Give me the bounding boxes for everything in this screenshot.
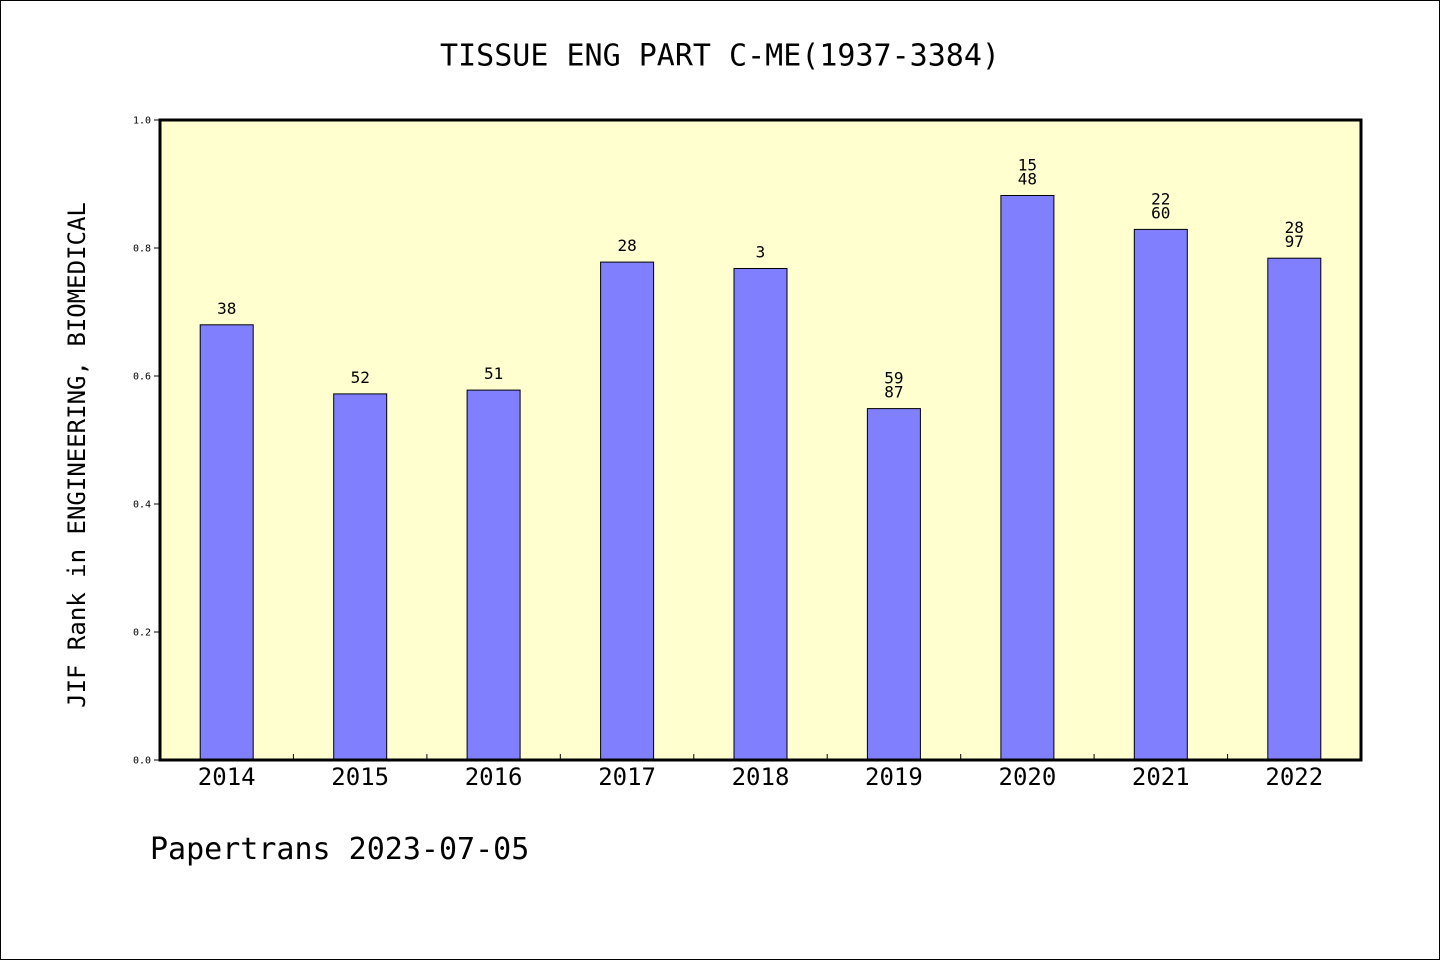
bar-2015 [333,393,388,761]
bar-value-label: 97 [1285,232,1304,251]
bar-value-label: 59 [884,369,903,388]
bars-group [199,195,1322,761]
x-tick-label: 2017 [598,763,656,791]
bar-value-label: 38 [217,299,236,318]
y-tick-label: 0.0 [133,756,151,767]
bar-value-label: 51 [484,364,503,383]
bar-value-label: 28 [617,236,636,255]
bar-2021 [1133,228,1188,761]
y-tick-label: 0.2 [133,628,151,639]
bar-2016 [466,389,521,761]
chart-title: TISSUE ENG PART C-ME(1937-3384) [440,39,1000,74]
bar-value-label: 3 [756,243,766,262]
plot-border [158,118,1363,762]
bar-value-label: 48 [1018,170,1037,189]
y-tick-label: 0.8 [133,244,151,255]
x-tick-label: 2021 [1132,763,1190,791]
x-tick-label: 2018 [732,763,790,791]
bar-2020 [1000,195,1055,761]
x-tick-label: 2014 [198,763,256,791]
x-axis: 2014 2015 2016 2017 2018 2019 2020 2021 2022 [198,754,1323,791]
bar-value-label: 87 [884,383,903,402]
y-axis-label: JIF Rank in ENGINEERING, BIOMEDICAL [63,202,91,708]
bar-value-label: 15 [1018,156,1037,175]
bar-value-label: 60 [1151,203,1170,222]
y-tick-label: 0.6 [133,372,151,383]
bar-2014 [199,324,254,761]
y-tick-label: 1.0 [133,116,151,127]
x-tick-label: 2020 [999,763,1057,791]
y-tick-label: 0.4 [133,500,151,511]
x-tick-label: 2016 [465,763,523,791]
x-tick-label: 2015 [331,763,389,791]
x-tick-label: 2022 [1265,763,1323,791]
bar-value-label: 28 [1285,218,1304,237]
bar-2022 [1267,257,1322,761]
x-tick-label: 2019 [865,763,923,791]
bar-2017 [600,261,655,761]
bar-2018 [733,268,788,761]
bar-2019 [866,408,921,761]
bar-value-label: 52 [351,368,370,387]
footer-credit: Papertrans 2023-07-05 [150,832,530,867]
bar-value-label: 22 [1151,189,1170,208]
y-axis: 0.0 0.2 0.4 0.6 0.8 1.0 [133,116,160,767]
